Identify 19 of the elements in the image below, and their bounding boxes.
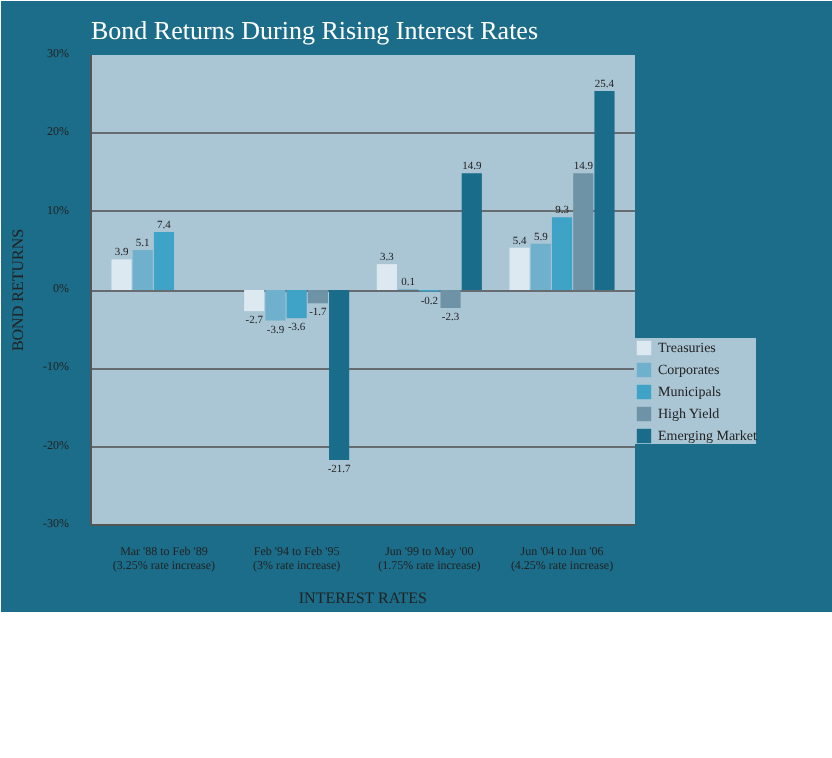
bar <box>153 232 175 290</box>
bar <box>440 290 461 309</box>
bar <box>530 243 551 290</box>
bar <box>551 217 573 290</box>
bar <box>286 290 307 319</box>
bar <box>132 250 153 290</box>
x-axis-title: INTEREST RATES <box>298 589 427 608</box>
bar <box>307 290 328 304</box>
bar <box>265 290 286 321</box>
bar <box>461 173 482 290</box>
bar <box>376 264 397 290</box>
bar <box>509 247 530 290</box>
bar <box>329 290 350 460</box>
y-axis-title: BOND RETURNS <box>9 228 28 352</box>
bar <box>111 259 132 290</box>
bar <box>244 290 265 312</box>
chart-title: Bond Returns During Rising Interest Rates <box>91 15 539 45</box>
bar <box>594 91 615 290</box>
bar <box>573 173 594 290</box>
